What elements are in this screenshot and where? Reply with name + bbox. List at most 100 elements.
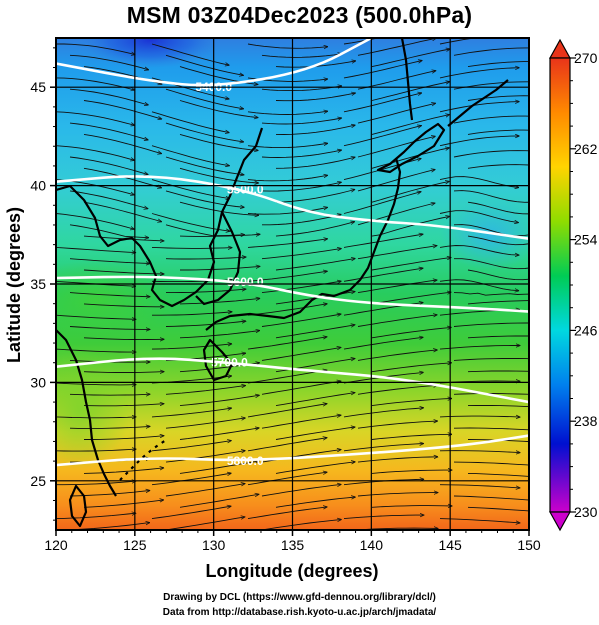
- colorbar-min-arrow: [548, 511, 572, 532]
- streamline: [179, 100, 258, 118]
- streamline: [439, 279, 519, 291]
- streamline: [247, 507, 327, 520]
- streamline: [151, 408, 232, 418]
- streamline: [275, 125, 355, 135]
- streamline: [151, 441, 231, 452]
- streamline: [151, 506, 231, 520]
- streamline: [247, 175, 328, 182]
- colorbar-scale: [549, 57, 571, 513]
- contour-line: [56, 357, 529, 404]
- streamline: [467, 201, 529, 215]
- streamline: [247, 271, 327, 282]
- streamline: [56, 417, 136, 418]
- colorbar-tick-label: 262: [574, 141, 598, 157]
- streamline: [69, 88, 148, 105]
- streamline: [275, 259, 355, 271]
- streamline: [56, 43, 135, 55]
- streamline: [83, 338, 164, 340]
- streamline: [56, 348, 136, 352]
- streamline: [179, 133, 258, 150]
- streamline: [275, 393, 355, 407]
- x-tick-label: 125: [123, 537, 147, 553]
- streamline: [56, 481, 136, 486]
- streamline: [467, 506, 529, 512]
- streamline: [371, 292, 451, 305]
- y-tick-label: 35: [30, 276, 46, 292]
- streamline: [467, 95, 529, 101]
- contour-line: [56, 175, 529, 241]
- streamline: [453, 427, 529, 431]
- streamline: [83, 133, 162, 153]
- colorbar-tick-label: 238: [574, 413, 598, 429]
- streamline: [371, 49, 450, 68]
- wind-streamlines: [56, 38, 529, 530]
- colorbar-max-arrow: [548, 38, 572, 59]
- streamline: [247, 43, 328, 48]
- streamline: [165, 156, 244, 175]
- streamline: [262, 214, 341, 226]
- streamline: [275, 222, 355, 237]
- streamline: [56, 513, 136, 520]
- streamline: [371, 258, 451, 271]
- streamline: [371, 115, 450, 135]
- x-tick-label: 120: [44, 537, 68, 553]
- streamline: [453, 150, 529, 158]
- streamline: [151, 111, 229, 133]
- streamline: [247, 404, 327, 418]
- streamline: [261, 249, 341, 260]
- streamline: [261, 520, 341, 530]
- streamline: [467, 439, 529, 443]
- streamline: [453, 47, 529, 56]
- streamline: [261, 86, 342, 92]
- streamline: [179, 234, 260, 237]
- streamline: [261, 118, 342, 125]
- streamline: [83, 372, 164, 373]
- streamline: [165, 122, 244, 142]
- map-grid: [56, 38, 529, 530]
- streamline: [439, 245, 519, 256]
- streamline: [454, 258, 529, 269]
- streamline: [56, 145, 135, 161]
- streamline: [69, 326, 150, 330]
- x-axis-label: Longitude (degrees): [205, 561, 378, 581]
- streamline: [261, 150, 341, 158]
- streamline: [83, 100, 162, 120]
- streamline: [439, 38, 478, 45]
- streamline: [179, 298, 260, 305]
- streamline: [69, 224, 149, 238]
- streamline: [467, 61, 529, 68]
- streamline: [247, 239, 328, 248]
- streamline: [275, 325, 355, 339]
- streamline: [69, 394, 150, 395]
- streamline: [343, 444, 424, 452]
- streamline: [453, 393, 529, 395]
- streamline: [371, 363, 452, 373]
- streamline: [343, 268, 423, 282]
- streamline: [343, 408, 424, 418]
- streamline: [261, 347, 341, 361]
- streamline: [467, 405, 529, 408]
- streamline: [371, 470, 452, 474]
- streamline: [453, 292, 529, 296]
- streamline: [152, 312, 232, 316]
- streamline: [165, 88, 244, 109]
- streamline: [343, 192, 421, 214]
- streamline: [247, 111, 328, 115]
- contour-label: 5800.0: [227, 454, 264, 468]
- y-axis-ticks: 25 30 35 40 45: [30, 47, 56, 521]
- streamline: [83, 500, 164, 508]
- streamline: [275, 462, 355, 474]
- credit-data-source: Data from http://database.rish.kyoto-u.a…: [162, 607, 437, 618]
- streamline: [83, 303, 164, 307]
- contour-line: [56, 275, 529, 313]
- streamline: [371, 434, 452, 440]
- streamline: [439, 346, 520, 350]
- streamline: [439, 68, 519, 79]
- map-title: MSM 03Z04Dec2023 (500.0hPa): [126, 2, 473, 28]
- streamline: [165, 257, 246, 260]
- streamline: [275, 427, 355, 440]
- streamline: [180, 266, 260, 271]
- streamline: [83, 404, 164, 407]
- colorbar-tick-label: 254: [574, 232, 598, 248]
- streamline: [247, 207, 328, 215]
